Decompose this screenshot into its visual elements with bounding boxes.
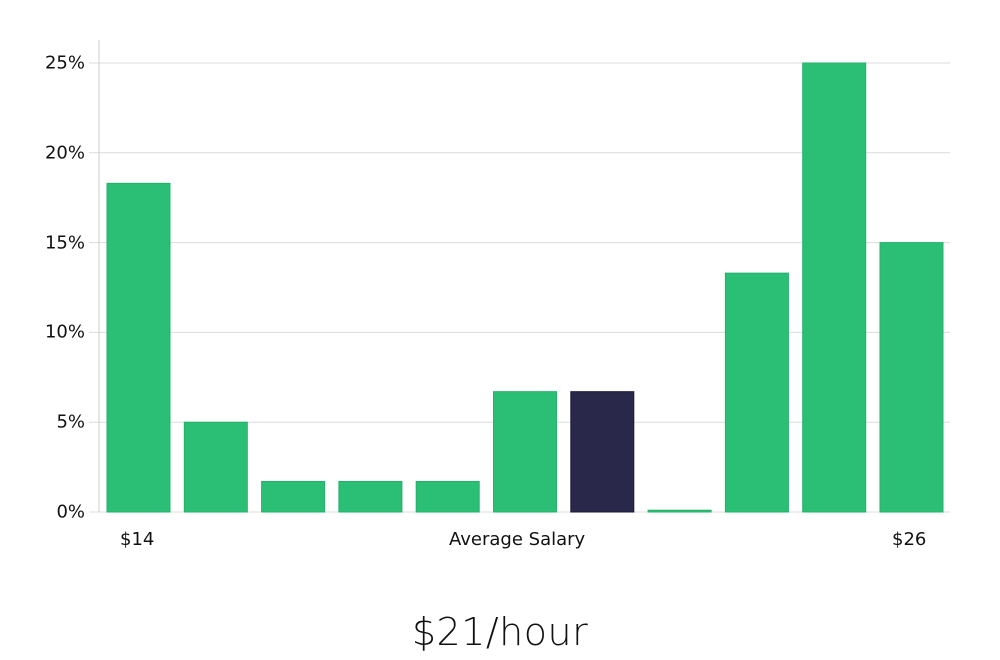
bar (338, 480, 403, 513)
bar (802, 62, 867, 513)
y-tick-label: 0% (56, 501, 85, 523)
x-label-min: $14 (120, 529, 155, 550)
x-label-max: $26 (892, 529, 927, 550)
bar (493, 391, 557, 513)
bar (183, 421, 248, 513)
bar (106, 182, 171, 513)
average-salary-value: $21/hour (411, 610, 589, 654)
x-label-center: Average Salary (449, 529, 586, 550)
bar (724, 272, 789, 513)
y-tick-label: 20% (44, 142, 85, 164)
bar (879, 242, 944, 513)
y-tick-label: 25% (44, 52, 85, 74)
y-tick-label: 10% (44, 321, 85, 343)
chart-plot-area (89, 40, 950, 513)
bar (415, 480, 480, 513)
y-tick-label: 5% (56, 411, 85, 433)
bar (261, 480, 326, 513)
salary-histogram: 0% 5% 10% 15% 20% 25% (44, 40, 950, 523)
bar (647, 509, 712, 513)
y-tick-label: 15% (44, 232, 85, 254)
bar-highlighted (570, 391, 635, 513)
